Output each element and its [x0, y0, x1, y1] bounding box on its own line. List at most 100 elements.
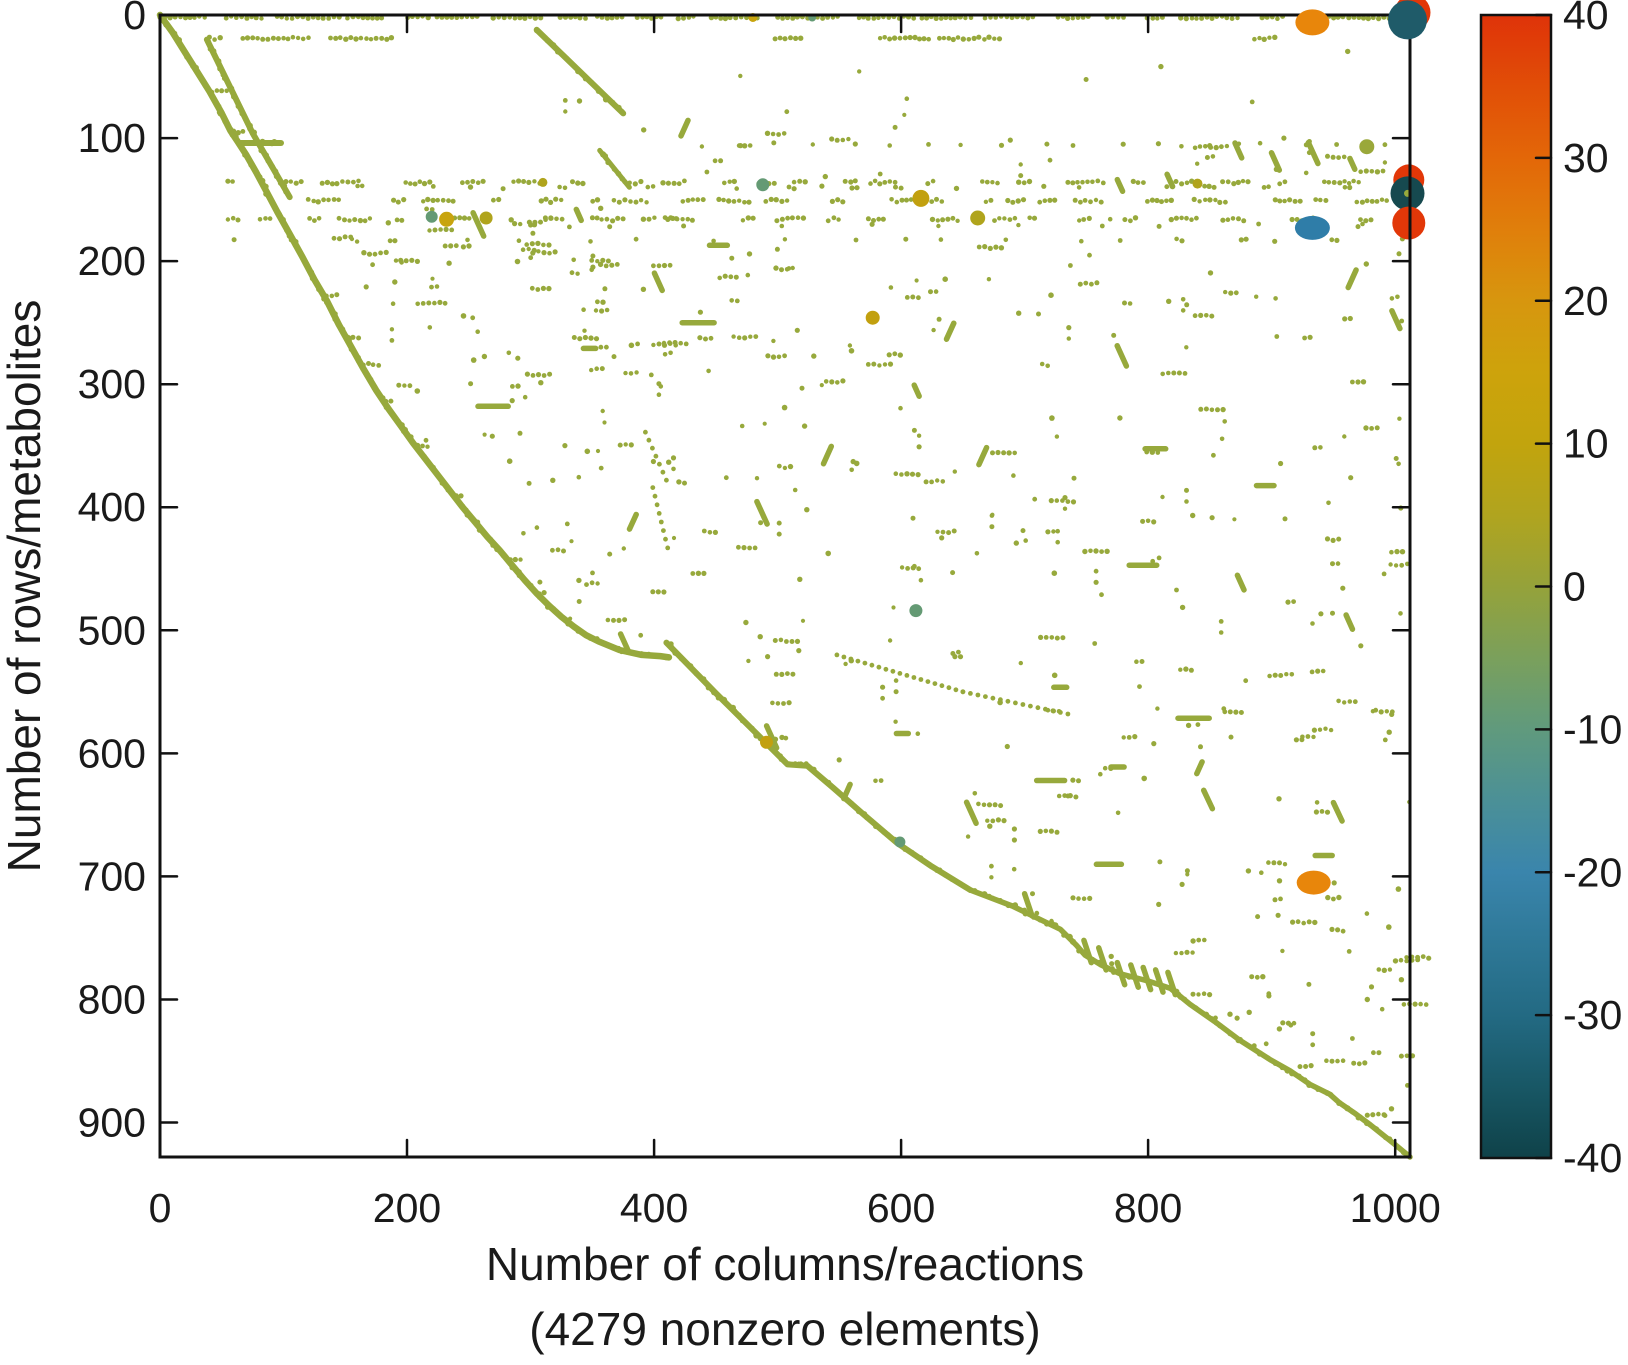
matrix-dot [1117, 238, 1123, 243]
matrix-dot [662, 352, 668, 357]
matrix-dot [864, 814, 870, 821]
matrix-dot [1210, 154, 1216, 159]
matrix-dot [339, 326, 346, 333]
matrix-dot [925, 181, 931, 187]
matrix-dot [893, 184, 898, 190]
matrix-dot [380, 395, 386, 401]
matrix-line [1347, 155, 1358, 173]
matrix-dot [604, 15, 610, 21]
matrix-dot [554, 216, 559, 222]
matrix-dot [919, 15, 925, 21]
matrix-dot [921, 859, 927, 864]
matrix-dot [334, 181, 340, 187]
matrix-dot [1351, 178, 1356, 184]
matrix-dot [489, 433, 495, 439]
matrix-dot [1324, 809, 1331, 815]
matrix-dot [265, 36, 271, 42]
matrix-dot [703, 336, 708, 342]
matrix-dot [850, 458, 856, 465]
medium-value-dot [756, 178, 770, 192]
medium-value-dot [894, 836, 906, 848]
matrix-dot [700, 197, 706, 203]
matrix-dot [522, 15, 528, 21]
matrix-dot [1098, 199, 1104, 205]
matrix-dot [1157, 859, 1163, 865]
matrix-dot [402, 383, 407, 388]
matrix-dot [1356, 1061, 1362, 1067]
matrix-dot [914, 278, 919, 283]
matrix-dot [628, 442, 634, 448]
matrix-dot [332, 316, 339, 323]
matrix-dot [529, 241, 535, 247]
matrix-dot [1363, 168, 1369, 174]
x-axis-subtitle: (4279 nonzero elements) [529, 1303, 1040, 1355]
matrix-dot [649, 16, 654, 21]
matrix-dot [1380, 168, 1386, 174]
matrix-dot [1363, 261, 1370, 267]
matrix-line [470, 210, 487, 239]
matrix-dot [161, 18, 167, 23]
matrix-dot [575, 68, 582, 75]
matrix-dot [641, 127, 647, 133]
matrix-dot [284, 16, 289, 21]
matrix-dot [1061, 932, 1067, 938]
matrix-dot [888, 285, 894, 290]
matrix-dot [432, 227, 438, 233]
matrix-dot [960, 689, 966, 695]
matrix-dot [672, 649, 679, 656]
matrix-dot [1093, 548, 1099, 554]
matrix-dot [582, 75, 589, 82]
matrix-dot [852, 178, 858, 184]
matrix-dot [1010, 199, 1016, 205]
matrix-dot [622, 179, 628, 185]
matrix-dot [1325, 894, 1331, 901]
matrix-dot [604, 307, 610, 313]
matrix-dot [1126, 973, 1133, 980]
matrix-dot [1228, 734, 1234, 740]
matrix-dot [955, 218, 960, 223]
matrix-dot [332, 311, 338, 317]
matrix-dot [580, 180, 586, 187]
matrix-line [963, 799, 979, 827]
matrix-dot [1224, 143, 1230, 149]
matrix-dot [550, 42, 557, 49]
matrix-dot [661, 528, 666, 533]
matrix-dot [1364, 996, 1371, 1003]
matrix-dot [1098, 771, 1103, 777]
matrix-dot [1134, 659, 1139, 664]
matrix-dot [383, 405, 389, 410]
matrix-dot [512, 556, 518, 563]
matrix-dot [1042, 198, 1048, 203]
matrix-dot [546, 242, 552, 248]
matrix-dot [176, 37, 182, 43]
matrix-dot [1005, 197, 1011, 204]
matrix-dot [346, 337, 352, 343]
matrix-dot [1179, 881, 1185, 888]
matrix-dot [1359, 199, 1365, 205]
matrix-dot [1082, 198, 1088, 203]
matrix-dot [776, 354, 782, 360]
matrix-dot [388, 398, 394, 404]
matrix-dot [1364, 1120, 1370, 1127]
matrix-dot [711, 238, 716, 244]
matrix-dot [240, 129, 246, 134]
matrix-dot [343, 333, 350, 340]
matrix-dot [915, 472, 921, 478]
matrix-dot [829, 379, 835, 385]
matrix-dot [662, 654, 670, 661]
matrix-line [943, 320, 957, 342]
matrix-dot [1394, 548, 1400, 555]
matrix-dot [537, 595, 542, 600]
matrix-dot [833, 788, 839, 794]
matrix-dot [611, 198, 617, 203]
matrix-dot [1273, 296, 1278, 301]
matrix-dot [1128, 218, 1133, 224]
matrix-dot [1342, 316, 1348, 322]
matrix-dot [789, 639, 795, 644]
matrix-dot [461, 215, 468, 221]
matrix-dot [1282, 198, 1287, 204]
matrix-dot [1365, 15, 1372, 22]
matrix-dot [1218, 619, 1224, 624]
matrix-dot [853, 237, 859, 243]
matrix-dot [1384, 198, 1389, 203]
